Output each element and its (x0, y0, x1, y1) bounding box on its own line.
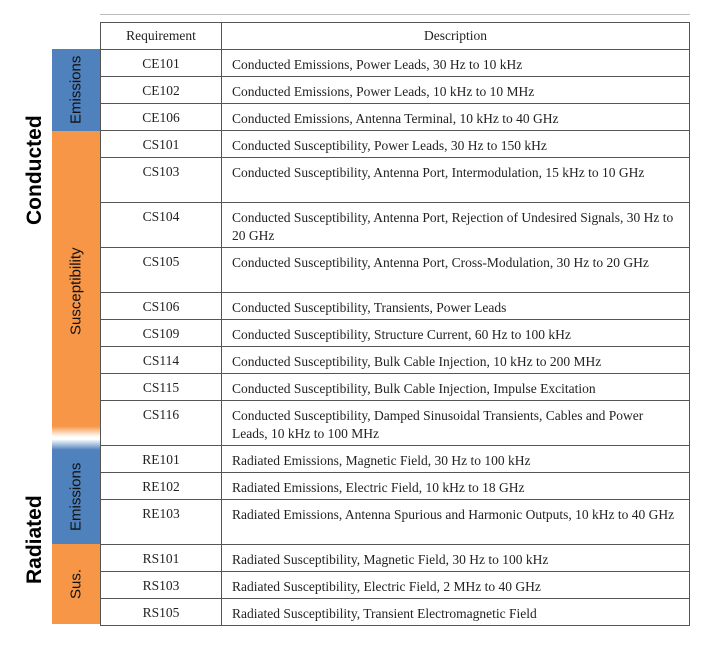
band-label-radiated-emissions: Emissions (67, 462, 85, 532)
cell-description: Conducted Susceptibility, Bulk Cable Inj… (221, 346, 690, 374)
band-conducted-susceptibility (52, 131, 100, 426)
table-row: CE102 Conducted Emissions, Power Leads, 1… (100, 76, 690, 104)
table-row: CS109 Conducted Susceptibility, Structure… (100, 319, 690, 347)
table-row: CS106 Conducted Susceptibility, Transient… (100, 292, 690, 320)
table-row: CE106 Conducted Emissions, Antenna Termin… (100, 103, 690, 131)
cell-description: Radiated Susceptibility, Magnetic Field,… (221, 544, 690, 572)
table-row: CE101 Conducted Emissions, Power Leads, 3… (100, 49, 690, 77)
cell-requirement: RE102 (100, 472, 222, 500)
band-transition (52, 426, 100, 450)
cell-requirement: CS103 (100, 157, 222, 203)
cell-description: Conducted Susceptibility, Power Leads, 3… (221, 130, 690, 158)
cell-requirement: RS103 (100, 571, 222, 599)
table-row: CS116 Conducted Susceptibility, Damped Si… (100, 400, 690, 446)
table-top-rule (100, 14, 690, 15)
band-conducted-emissions (52, 49, 100, 131)
cell-description: Radiated Emissions, Magnetic Field, 30 H… (221, 445, 690, 473)
band-radiated-sus (52, 544, 100, 624)
table-row: CS114 Conducted Susceptibility, Bulk Cabl… (100, 346, 690, 374)
table-row: RE103 Radiated Emissions, Antenna Spuriou… (100, 499, 690, 545)
cell-requirement: CS114 (100, 346, 222, 374)
requirements-table: Requirement Description CE101 Conducted E… (100, 22, 690, 626)
cell-requirement: CS106 (100, 292, 222, 320)
group-label-conducted: Conducted (23, 115, 46, 225)
cell-description: Radiated Emissions, Electric Field, 10 k… (221, 472, 690, 500)
table-row: RS105 Radiated Susceptibility, Transient … (100, 598, 690, 626)
table-header-row: Requirement Description (100, 22, 690, 50)
cell-description: Conducted Susceptibility, Antenna Port, … (221, 157, 690, 203)
cell-requirement: CS105 (100, 247, 222, 293)
table-row: CS104 Conducted Susceptibility, Antenna P… (100, 202, 690, 248)
cell-description: Conducted Susceptibility, Structure Curr… (221, 319, 690, 347)
cell-description: Conducted Susceptibility, Antenna Port, … (221, 202, 690, 248)
table-row: CS103 Conducted Susceptibility, Antenna P… (100, 157, 690, 203)
cell-requirement: RS105 (100, 598, 222, 626)
band-label-conducted-susceptibility: Susceptibility (67, 247, 85, 335)
table-row: RS103 Radiated Susceptibility, Electric F… (100, 571, 690, 599)
table-row: CS101 Conducted Susceptibility, Power Lea… (100, 130, 690, 158)
table-row: RE102 Radiated Emissions, Electric Field,… (100, 472, 690, 500)
header-description: Description (221, 22, 690, 50)
cell-requirement: RE103 (100, 499, 222, 545)
cell-requirement: RS101 (100, 544, 222, 572)
cell-description: Conducted Emissions, Power Leads, 10 kHz… (221, 76, 690, 104)
group-label-radiated: Radiated (23, 495, 46, 585)
table-row: CS105 Conducted Susceptibility, Antenna P… (100, 247, 690, 293)
cell-requirement: CS116 (100, 400, 222, 446)
cell-description: Radiated Emissions, Antenna Spurious and… (221, 499, 690, 545)
cell-description: Conducted Susceptibility, Damped Sinusoi… (221, 400, 690, 446)
table-row: RE101 Radiated Emissions, Magnetic Field,… (100, 445, 690, 473)
band-radiated-emissions (52, 450, 100, 544)
band-label-radiated-sus: Sus. (67, 569, 85, 600)
cell-requirement: CS104 (100, 202, 222, 248)
cell-requirement: CE101 (100, 49, 222, 77)
band-label-conducted-emissions: Emissions (67, 55, 85, 125)
cell-description: Conducted Susceptibility, Bulk Cable Inj… (221, 373, 690, 401)
cell-description: Radiated Susceptibility, Electric Field,… (221, 571, 690, 599)
cell-requirement: CS115 (100, 373, 222, 401)
cell-description: Conducted Susceptibility, Antenna Port, … (221, 247, 690, 293)
cell-requirement: CS109 (100, 319, 222, 347)
cell-requirement: RE101 (100, 445, 222, 473)
table-row: RS101 Radiated Susceptibility, Magnetic F… (100, 544, 690, 572)
table-row: CS115 Conducted Susceptibility, Bulk Cabl… (100, 373, 690, 401)
cell-description: Radiated Susceptibility, Transient Elect… (221, 598, 690, 626)
cell-requirement: CS101 (100, 130, 222, 158)
header-requirement: Requirement (100, 22, 222, 50)
cell-requirement: CE102 (100, 76, 222, 104)
cell-description: Conducted Emissions, Antenna Terminal, 1… (221, 103, 690, 131)
cell-description: Conducted Emissions, Power Leads, 30 Hz … (221, 49, 690, 77)
cell-requirement: CE106 (100, 103, 222, 131)
cell-description: Conducted Susceptibility, Transients, Po… (221, 292, 690, 320)
